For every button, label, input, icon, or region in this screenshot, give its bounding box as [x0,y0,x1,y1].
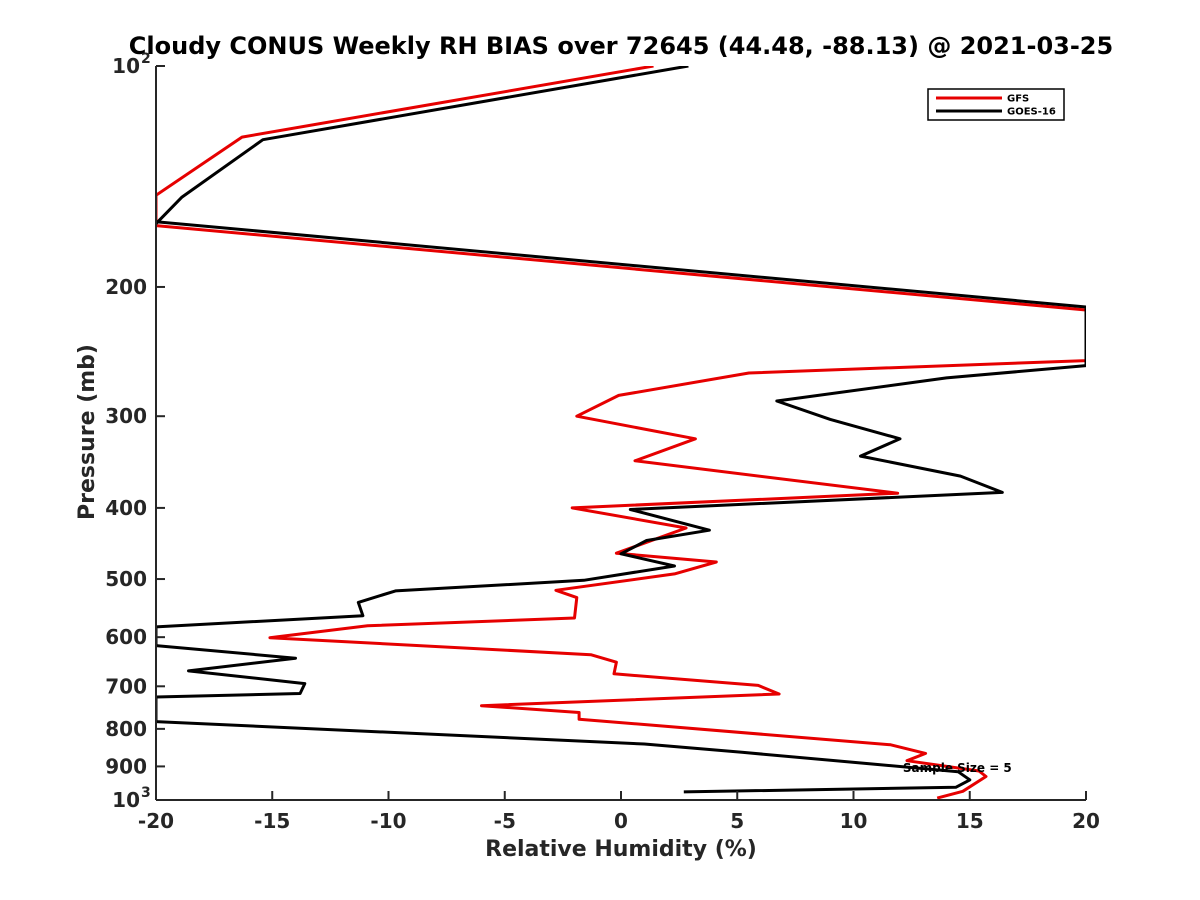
annotations: Sample Size = 5 [903,761,1012,775]
legend-entry: GOES-16 [1007,107,1056,118]
y-tick-label: 10 [112,54,140,78]
x-tick-label: 5 [730,809,744,833]
chart-title: Cloudy CONUS Weekly RH BIAS over 72645 (… [129,32,1113,60]
y-tick-label: 700 [105,674,147,698]
y-tick-label: 400 [105,496,147,520]
x-tick-label: 15 [956,809,984,833]
series-group [156,66,1086,800]
x-tick-label: 10 [840,809,868,833]
x-axis: -20 -15 -10 -5 0 5 10 15 20 [138,791,1100,833]
x-tick-label: -5 [494,809,516,833]
x-tick-label: -20 [138,809,174,833]
sample-size-annotation: Sample Size = 5 [903,761,1012,775]
y-tick-exponent: 2 [141,51,151,67]
x-tick-label: 0 [614,809,628,833]
y-tick-label: 500 [105,567,147,591]
y-tick-label: 200 [105,275,147,299]
x-tick-label: 20 [1072,809,1100,833]
legend: GFS GOES-16 [927,88,1065,121]
series-line-goes-16 [156,66,1086,794]
y-tick-label: 900 [105,754,147,778]
y-tick-label: 10 [112,788,140,812]
y-tick-label: 600 [105,625,147,649]
y-tick-exponent: 3 [141,785,151,801]
x-tick-label: -10 [370,809,406,833]
y-tick-label: 800 [105,717,147,741]
y-axis-label: Pressure (mb) [75,344,100,520]
legend-entry: GFS [1007,94,1029,105]
series-line-gfs [156,66,1086,800]
legend-box [927,88,1065,121]
x-axis-label: Relative Humidity (%) [485,837,757,862]
x-tick-label: -15 [254,809,290,833]
y-tick-label: 300 [105,404,147,428]
plot-area [155,66,1086,801]
